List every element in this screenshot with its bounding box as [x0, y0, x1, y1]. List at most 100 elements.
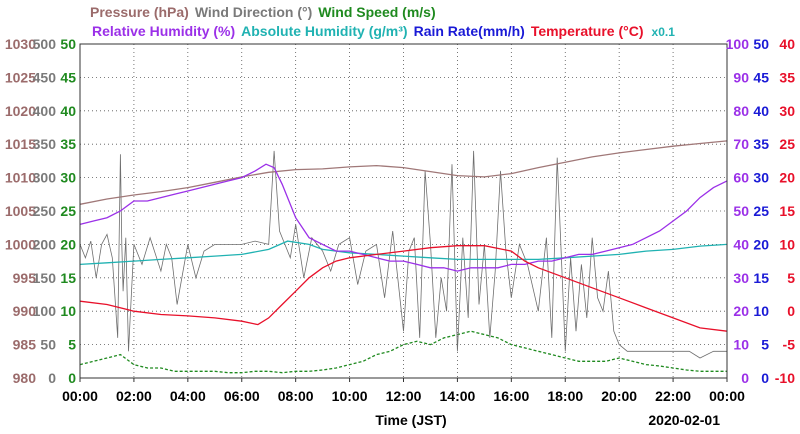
header-line-1: Pressure (hPa) Wind Direction (°) Wind Spe… [90, 4, 436, 20]
tick-wind-speed: 5 [68, 337, 76, 353]
tick-pressure: 1025 [5, 69, 36, 85]
series-pressure [79, 140, 728, 205]
tick-pressure: 1020 [5, 103, 36, 119]
x-tick-label: 20:00 [601, 388, 637, 404]
x-tick-label: 16:00 [493, 388, 529, 404]
tick-wind-direction: 50 [40, 337, 56, 353]
tick-wind-speed: 45 [60, 69, 76, 85]
tick-temperature: -10 [775, 370, 795, 386]
tick-rain-rate: 10 [753, 303, 769, 319]
tick-wind-speed: 25 [60, 203, 76, 219]
x-axis-label: Time (JST) [375, 412, 446, 428]
tick-temperature: 5 [787, 270, 795, 286]
x-tick-label: 22:00 [655, 388, 691, 404]
x-tick-label: 12:00 [386, 388, 422, 404]
tick-relative-humidity: 10 [733, 337, 749, 353]
tick-wind-speed: 40 [60, 103, 76, 119]
series-wind-speed [79, 330, 727, 374]
tick-rain-rate: 40 [753, 103, 769, 119]
series-relative-humidity [79, 163, 728, 272]
tick-relative-humidity: 0 [741, 370, 749, 386]
tick-rain-rate: 20 [753, 236, 769, 252]
tick-temperature: 10 [779, 236, 795, 252]
tick-temperature: 15 [779, 203, 795, 219]
series-temperature [79, 245, 728, 332]
tick-wind-direction: 450 [33, 69, 57, 85]
header-item: Absolute Humidity (g/m³) [241, 23, 407, 39]
tick-relative-humidity: 20 [733, 303, 749, 319]
chart-header: Pressure (hPa) Wind Direction (°) Wind Spe… [90, 4, 675, 39]
tick-temperature: -5 [783, 337, 796, 353]
tick-wind-speed: 20 [60, 236, 76, 252]
tick-temperature: 40 [779, 36, 795, 52]
tick-rain-rate: 35 [753, 136, 769, 152]
tick-rain-rate: 30 [753, 170, 769, 186]
tick-wind-speed: 50 [60, 36, 76, 52]
tick-pressure: 1000 [5, 236, 36, 252]
x-tick-label: 10:00 [332, 388, 368, 404]
tick-wind-speed: 0 [68, 370, 76, 386]
tick-wind-speed: 15 [60, 270, 76, 286]
x-tick-label: 00:00 [709, 388, 745, 404]
date-label: 2020-02-01 [648, 412, 720, 428]
header-item: x0.1 [652, 25, 676, 39]
x-tick-label: 04:00 [170, 388, 206, 404]
header-item: Wind Direction (°) [195, 4, 312, 20]
tick-wind-direction: 0 [48, 370, 56, 386]
tick-pressure: 995 [13, 270, 37, 286]
tick-rain-rate: 0 [761, 370, 769, 386]
tick-wind-direction: 250 [33, 203, 57, 219]
tick-pressure: 1015 [5, 136, 36, 152]
tick-rain-rate: 25 [753, 203, 769, 219]
header-item: Relative Humidity (%) [92, 23, 235, 39]
x-tick-label: 08:00 [278, 388, 314, 404]
x-tick-label: 02:00 [116, 388, 152, 404]
tick-rain-rate: 15 [753, 270, 769, 286]
x-tick-label: 18:00 [547, 388, 583, 404]
tick-wind-direction: 400 [33, 103, 57, 119]
tick-wind-direction: 300 [33, 170, 57, 186]
tick-pressure: 990 [13, 303, 37, 319]
tick-relative-humidity: 50 [733, 203, 749, 219]
tick-relative-humidity: 90 [733, 69, 749, 85]
tick-temperature: 30 [779, 103, 795, 119]
tick-pressure: 1010 [5, 170, 36, 186]
tick-wind-direction: 200 [33, 236, 57, 252]
tick-wind-direction: 500 [33, 36, 57, 52]
tick-wind-speed: 30 [60, 170, 76, 186]
tick-pressure: 1030 [5, 36, 36, 52]
tick-wind-speed: 35 [60, 136, 76, 152]
series-absolute-humidity [79, 240, 728, 266]
header-item: Wind Speed (m/s) [318, 4, 435, 20]
tick-temperature: 0 [787, 303, 795, 319]
header-line-2: Relative Humidity (%) Absolute Humidity (… [92, 23, 675, 39]
header-item: Pressure (hPa) [90, 4, 189, 20]
x-axis: 00:00 02:00 04:00 06:00 08:00 10:00 12:00 14:00… [62, 378, 745, 404]
tick-temperature: 20 [779, 170, 795, 186]
tick-wind-speed: 10 [60, 303, 76, 319]
header-item: Temperature (°C) [531, 23, 644, 39]
series-wind-direction [79, 150, 727, 359]
x-tick-label: 06:00 [224, 388, 260, 404]
tick-rain-rate: 50 [753, 36, 769, 52]
tick-wind-direction: 350 [33, 136, 57, 152]
tick-temperature: 35 [779, 69, 795, 85]
tick-relative-humidity: 70 [733, 136, 749, 152]
tick-rain-rate: 45 [753, 69, 769, 85]
tick-wind-direction: 150 [33, 270, 57, 286]
x-tick-label: 14:00 [440, 388, 476, 404]
tick-wind-direction: 100 [33, 303, 57, 319]
tick-relative-humidity: 80 [733, 103, 749, 119]
tick-pressure: 985 [13, 337, 37, 353]
tick-relative-humidity: 100 [726, 36, 750, 52]
left-axes: 1030102510201015101010051000995990985980… [5, 36, 76, 386]
tick-temperature: 25 [779, 136, 795, 152]
tick-pressure: 1005 [5, 203, 36, 219]
tick-relative-humidity: 40 [733, 236, 749, 252]
series-layer [79, 140, 728, 374]
tick-pressure: 980 [13, 370, 37, 386]
x-tick-label: 00:00 [62, 388, 98, 404]
right-axes: 1009080706050403020100504540353025201510… [726, 36, 796, 386]
tick-relative-humidity: 60 [733, 170, 749, 186]
